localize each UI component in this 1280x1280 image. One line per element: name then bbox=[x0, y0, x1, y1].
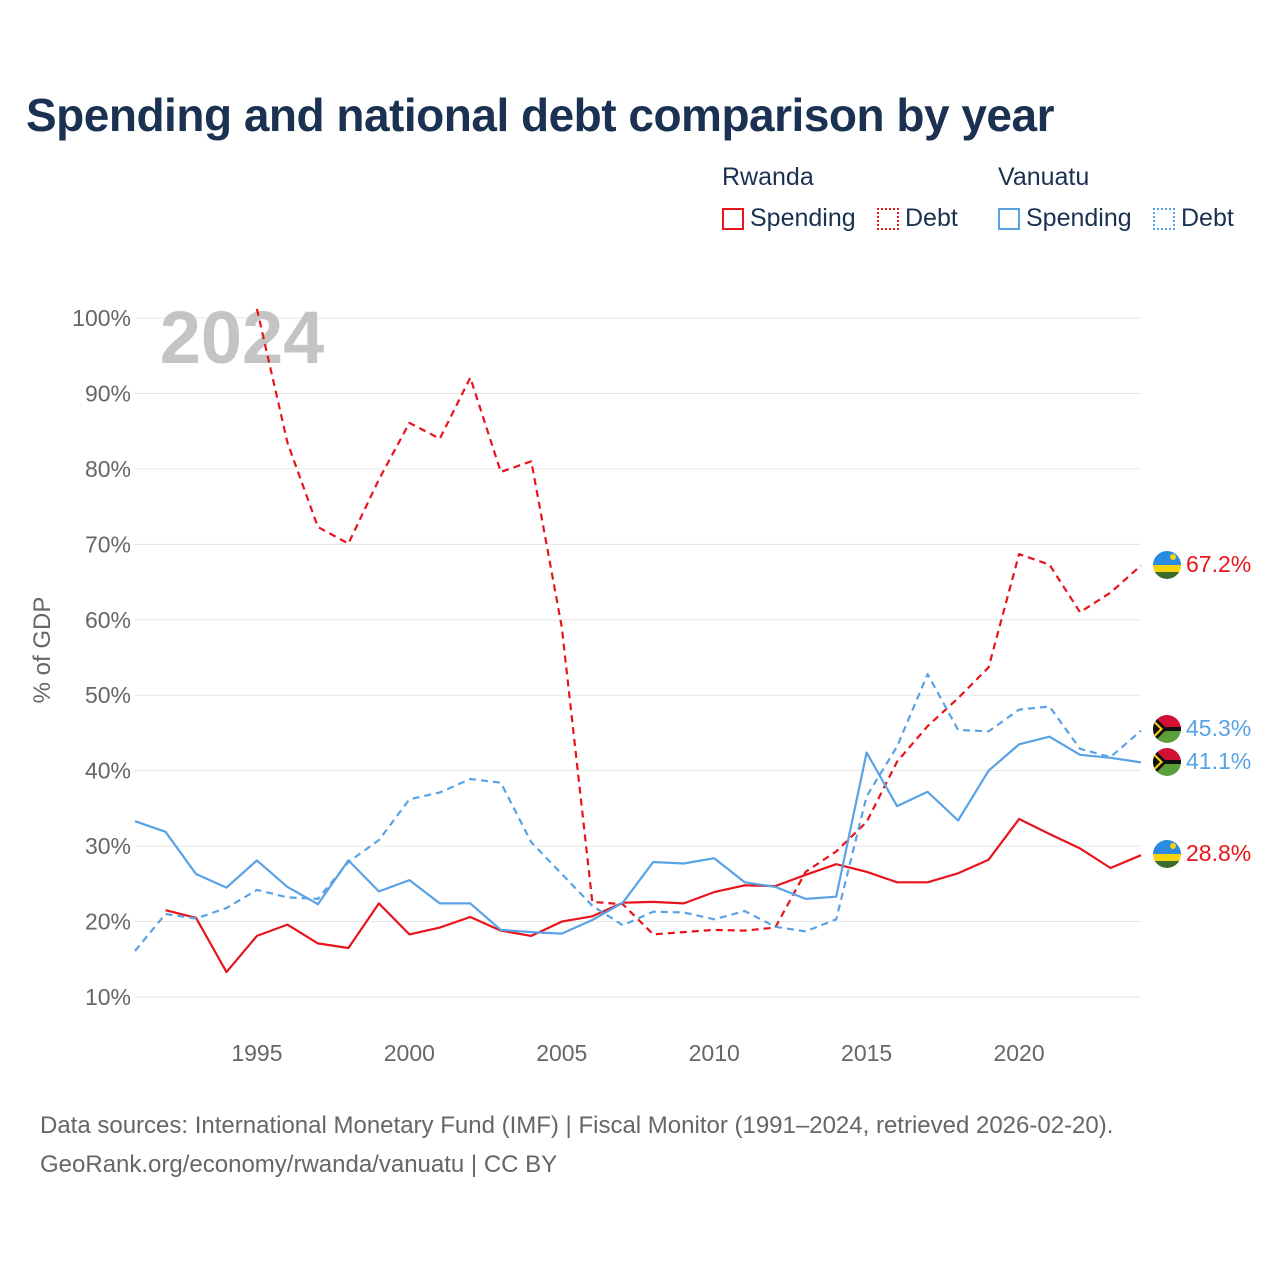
x-tick-label: 2000 bbox=[384, 1040, 435, 1066]
legend-swatch-vanuatu-spending bbox=[998, 207, 1020, 230]
y-tick-label: 50% bbox=[85, 682, 131, 708]
rwanda-flag-icon bbox=[1153, 840, 1181, 868]
data-sources: Data sources: International Monetary Fun… bbox=[40, 1106, 1113, 1184]
series-line-rwanda-spending[interactable] bbox=[165, 817, 1142, 974]
legend-group-rwanda: Rwanda bbox=[722, 163, 814, 191]
line-chart: 10% 20% 30% 40% 50% 60% 70% 80% 90% 100% 1995 2000… bbox=[29, 296, 1251, 1066]
legend-group-vanuatu: Vanuatu bbox=[998, 163, 1090, 191]
legend-label: Debt bbox=[905, 204, 958, 232]
y-tick-label: 40% bbox=[85, 758, 131, 784]
x-tick-label: 2015 bbox=[841, 1040, 892, 1066]
series-line-vanuatu-debt[interactable] bbox=[134, 672, 1142, 952]
y-tick-label: 70% bbox=[85, 531, 131, 557]
series-line-vanuatu-spending[interactable] bbox=[134, 735, 1142, 935]
legend-rwanda-spending[interactable]: Spending bbox=[722, 204, 856, 233]
legend-label: Debt bbox=[1181, 204, 1234, 232]
x-tick-label: 1995 bbox=[231, 1040, 282, 1066]
legend-vanuatu-debt[interactable]: Debt bbox=[1153, 204, 1234, 233]
y-tick-label: 90% bbox=[85, 380, 131, 406]
x-axis: 1995 2000 2005 2010 2015 2020 bbox=[231, 1040, 1044, 1066]
y-tick-label: 20% bbox=[85, 909, 131, 935]
legend-vanuatu-spending[interactable]: Spending bbox=[998, 204, 1132, 233]
rwanda-flag-icon bbox=[1153, 551, 1181, 579]
vanuatu-flag-icon bbox=[1153, 748, 1181, 776]
legend-label: Spending bbox=[750, 204, 856, 232]
y-tick-label: 10% bbox=[85, 984, 131, 1010]
series-line-rwanda-debt[interactable] bbox=[255, 308, 1142, 936]
y-tick-label: 60% bbox=[85, 607, 131, 633]
year-watermark: 2024 bbox=[160, 296, 325, 379]
vanuatu-flag-icon bbox=[1153, 715, 1181, 743]
chart-title: Spending and national debt comparison by… bbox=[26, 89, 1055, 141]
y-tick-label: 30% bbox=[85, 833, 131, 859]
legend-swatch-rwanda-spending bbox=[722, 207, 744, 230]
end-label-vanuatu-spending: 41.1% bbox=[1186, 748, 1251, 774]
end-label-vanuatu-debt: 45.3% bbox=[1186, 715, 1251, 741]
legend-rwanda-debt[interactable]: Debt bbox=[877, 204, 958, 233]
sources-link[interactable]: GeoRank.org/economy/rwanda/vanuatu | CC … bbox=[40, 1151, 558, 1178]
y-tick-label: 80% bbox=[85, 456, 131, 482]
end-label-rwanda-debt: 67.2% bbox=[1186, 551, 1251, 577]
end-label-rwanda-spending: 28.8% bbox=[1186, 840, 1251, 866]
legend-label: Spending bbox=[1026, 204, 1132, 232]
sources-line: Data sources: International Monetary Fun… bbox=[40, 1112, 1114, 1139]
legend-swatch-vanuatu-debt bbox=[1153, 207, 1175, 230]
series-group bbox=[134, 308, 1142, 974]
y-axis: 10% 20% 30% 40% 50% 60% 70% 80% 90% 100% bbox=[72, 305, 131, 1010]
x-tick-label: 2005 bbox=[536, 1040, 587, 1066]
gridlines bbox=[135, 317, 1141, 998]
legend-swatch-rwanda-debt bbox=[877, 207, 899, 230]
x-tick-label: 2020 bbox=[993, 1040, 1044, 1066]
x-tick-label: 2010 bbox=[689, 1040, 740, 1066]
y-axis-label: % of GDP bbox=[29, 597, 56, 704]
y-tick-label: 100% bbox=[72, 305, 131, 331]
